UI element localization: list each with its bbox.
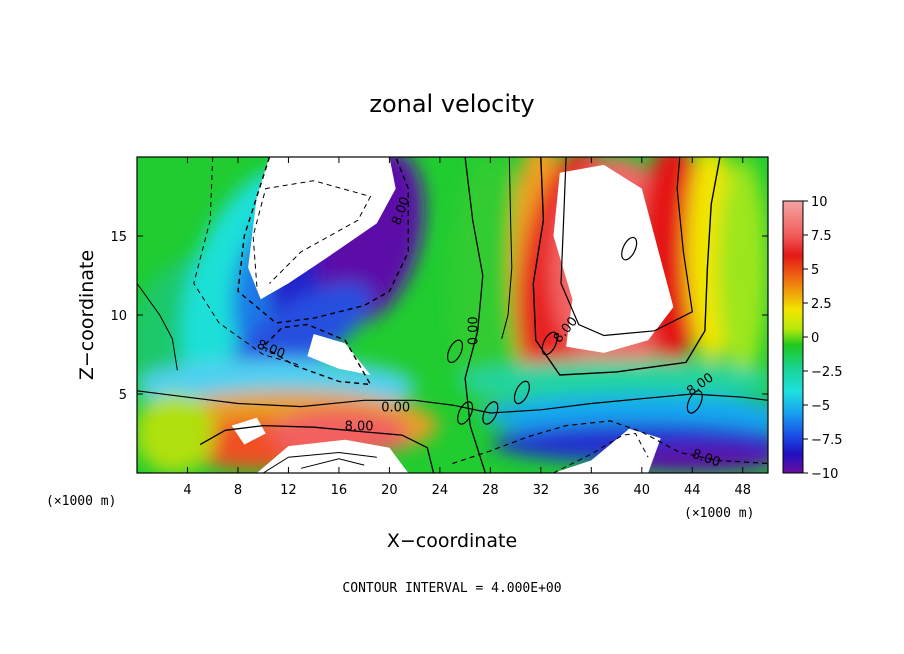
contour-loop: [541, 331, 558, 356]
x-unit-note-left: (×1000 m): [46, 494, 116, 509]
colorbar-tick-label: 7.5: [811, 229, 832, 244]
y-axis-label: Z−coordinate: [76, 250, 98, 380]
contour-lines: [137, 157, 768, 473]
contour-line: [300, 458, 365, 469]
saturated-regions: [231, 157, 674, 473]
colorbar-tick-label: 2.5: [811, 297, 832, 312]
field-patch: [230, 283, 372, 379]
contour-loop: [482, 401, 499, 425]
contour-label: 0.00: [381, 400, 410, 415]
contour-line: [137, 390, 768, 414]
colorbar: 10 7.5 5 2.5 0 −2.5 −5 −7.5 −10: [782, 195, 843, 482]
contour-line: [137, 283, 178, 371]
x-tick-label: 16: [331, 483, 348, 498]
x-unit-note-right: (×1000 m): [684, 506, 754, 521]
colorbar-tick-label: 10: [811, 195, 828, 210]
chart-title: zonal velocity: [369, 90, 534, 118]
colorbar-ticks: 10 7.5 5 2.5 0 −2.5 −5 −7.5 −10: [803, 195, 843, 482]
contour-line: [193, 157, 302, 367]
x-tick-label: 28: [482, 483, 499, 498]
x-axis: 4 8 12 16 20 24 28 32 36 40 44 48: [183, 157, 751, 498]
x-tick-label: 12: [280, 483, 297, 498]
contour-line: [464, 157, 486, 473]
colorbar-tick-label: −5: [811, 399, 830, 414]
field-patch: [717, 157, 768, 378]
contour-line: [252, 180, 372, 287]
x-axis-label: X−coordinate: [387, 530, 517, 552]
y-axis: 5 10 15: [110, 230, 768, 403]
x-tick-label: 24: [432, 483, 449, 498]
y-tick-label: 10: [110, 309, 127, 324]
colorbar-tick-label: −2.5: [811, 365, 843, 380]
y-tick-label: 5: [119, 388, 127, 403]
field-patch: [456, 359, 768, 404]
contour-line: [532, 157, 721, 376]
contour-loop: [446, 339, 464, 364]
x-tick-label: 4: [183, 483, 191, 498]
plot-area: 8.008.000.008.000.00 8.008.008.00: [137, 157, 768, 473]
contour-loop: [686, 390, 703, 414]
field-white-region: [256, 439, 409, 473]
contour-line: [237, 157, 409, 324]
field-patch: [137, 393, 215, 473]
x-tick-label: 8: [234, 483, 242, 498]
x-tick-label: 20: [381, 483, 398, 498]
contour-line: [262, 451, 377, 473]
contour-line: [501, 157, 513, 339]
x-tick-label: 48: [734, 483, 751, 498]
x-tick-label: 44: [684, 483, 701, 498]
x-tick-label: 40: [634, 483, 651, 498]
field-white-region: [248, 157, 396, 300]
contour-loop: [513, 380, 530, 405]
x-tick-label: 36: [583, 483, 600, 498]
colorbar-tick-label: −7.5: [811, 433, 843, 448]
colorbar-gradient: [783, 201, 803, 473]
contour-loop: [457, 401, 474, 425]
contour-label: 8.00: [345, 419, 374, 434]
contour-line: [452, 420, 768, 465]
field-white-region: [307, 334, 371, 375]
contour-loop: [621, 236, 638, 261]
x-tick-label: 32: [533, 483, 550, 498]
contour-interval-note: CONTOUR INTERVAL = 4.000E+00: [342, 581, 561, 596]
contour-line: [199, 424, 435, 473]
colorbar-tick-label: −10: [811, 467, 838, 482]
contour-label: 0.00: [467, 316, 482, 345]
field-white-region: [553, 164, 674, 353]
y-tick-label: 15: [110, 230, 127, 245]
field-white-region: [553, 428, 661, 473]
contour-line: [262, 323, 372, 386]
field-white-region: [231, 417, 266, 445]
contour-line: [560, 157, 693, 337]
colorbar-tick-label: 0: [811, 331, 819, 346]
colorbar-tick-label: 5: [811, 263, 819, 278]
